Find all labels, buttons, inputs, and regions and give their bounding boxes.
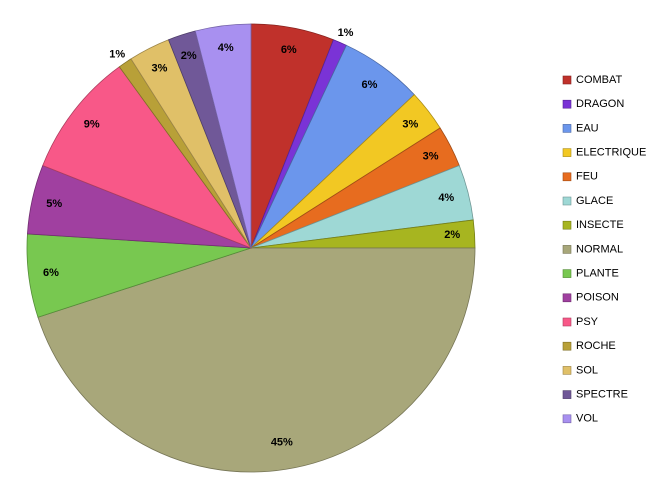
legend-label-psy: PSY: [576, 316, 599, 328]
legend-swatch-vol: [562, 414, 572, 424]
pie-slice-psy: [42, 66, 253, 249]
legend-label-normal: NORMAL: [576, 243, 623, 255]
pie-label-eau: 6%: [362, 79, 378, 91]
legend-label-glace: GLACE: [576, 195, 613, 207]
pie-label-plante: 6%: [43, 267, 59, 279]
legend-label-sol: SOL: [576, 364, 598, 376]
pie-slice-vol: [194, 23, 252, 249]
legend-label-vol: VOL: [576, 413, 598, 425]
legend-swatch-electrique: [562, 148, 572, 157]
legend-swatch-psy: [562, 317, 572, 327]
legend-label-spectre: SPECTRE: [576, 389, 628, 401]
pie-label-roche: 1%: [109, 48, 125, 60]
legend-label-plante: PLANTE: [576, 268, 619, 280]
legend-label-combat: COMBAT: [576, 74, 623, 86]
pie-slice-normal: [37, 247, 476, 473]
legend-swatch-glace: [562, 196, 572, 206]
legend-label-feu: FEU: [576, 171, 598, 183]
legend-label-poison: POISON: [576, 292, 619, 304]
pie-percent-labels: 6% 1% 6% 3% 3% 4% 2% 45% 6% 5% 9% 1% 3% 2% 4%: [43, 27, 460, 448]
legend-swatch-plante: [562, 269, 572, 278]
legend-label-roche: ROCHE: [576, 340, 616, 352]
pie-label-feu: 3%: [423, 150, 439, 162]
pie-label-combat: 6%: [281, 44, 297, 56]
legend-swatch-eau: [562, 124, 572, 133]
pie-label-dragon: 1%: [338, 27, 354, 39]
pie-slices: [26, 23, 476, 473]
legend-swatch-normal: [562, 245, 572, 254]
legend-swatch-poison: [562, 293, 572, 303]
pie-label-vol: 4%: [218, 42, 234, 54]
legend-label-insecte: INSECTE: [576, 219, 624, 231]
legend-swatch-roche: [562, 341, 572, 351]
legend-swatch-spectre: [562, 390, 572, 399]
pie-label-spectre: 2%: [181, 50, 197, 62]
legend-label-eau: EAU: [576, 122, 599, 134]
pie-label-normal: 45%: [271, 437, 293, 449]
pie-label-poison: 5%: [46, 198, 62, 210]
legend-swatch-insecte: [562, 220, 572, 230]
legend-label-dragon: DRAGON: [576, 98, 624, 110]
legend-swatch-combat: [562, 75, 572, 85]
pie-label-sol: 3%: [152, 62, 168, 74]
legend-swatch-feu: [562, 172, 572, 182]
pie-label-insecte: 2%: [444, 229, 460, 241]
legend: COMBAT DRAGON EAU ELECTRIQUE FEU GLACE INSECTE…: [562, 74, 646, 425]
legend-label-electrique: ELECTRIQUE: [576, 147, 646, 159]
pie-label-psy: 9%: [84, 118, 100, 130]
pie-label-glace: 4%: [438, 192, 454, 204]
pie-label-electrique: 3%: [402, 118, 418, 130]
legend-swatch-sol: [562, 366, 572, 375]
legend-swatch-dragon: [562, 99, 572, 109]
